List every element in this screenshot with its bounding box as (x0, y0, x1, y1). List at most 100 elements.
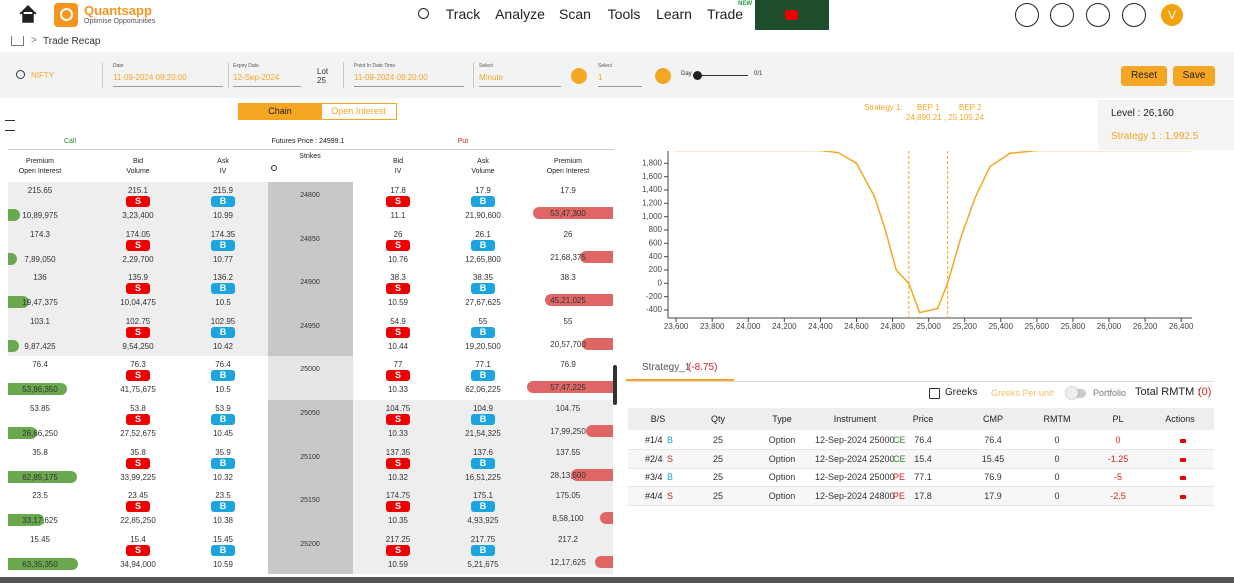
strike-search-icon (271, 165, 277, 171)
home-icon[interactable] (18, 4, 38, 24)
nav-item[interactable]: Analyze (495, 6, 545, 22)
back-icon (1204, 3, 1224, 23)
row-line (628, 504, 1214, 506)
table-header: Type (772, 414, 792, 424)
call-iv: 10.5 (215, 385, 231, 395)
trade-button-s[interactable]: S (126, 457, 150, 469)
y-tick-label: 200 (649, 265, 663, 274)
nav-item[interactable]: Track (445, 6, 481, 22)
promo-banner[interactable] (755, 0, 829, 30)
field-value[interactable]: 1 (598, 73, 603, 82)
trade-button-b[interactable]: B (471, 414, 495, 425)
trade-button-s[interactable]: S (386, 457, 410, 469)
trade-button-s[interactable]: S (126, 370, 150, 382)
trade-button-s[interactable]: S (126, 501, 150, 513)
field-value[interactable]: 11-09-2024 09:20:00 (354, 73, 428, 82)
option-type: CE (893, 435, 906, 445)
put-ask: 38.35 (472, 273, 494, 283)
nav-item[interactable]: Tools (607, 6, 641, 22)
put-bid: 77 (393, 360, 403, 370)
trade-button-b[interactable]: B (211, 457, 235, 469)
trade-button-s[interactable]: S (386, 370, 410, 382)
greeks-checkbox[interactable] (929, 388, 940, 399)
trade-button-s[interactable]: S (386, 326, 410, 338)
trade-button-s[interactable]: S (386, 414, 410, 425)
trade-button-b[interactable]: B (471, 326, 495, 338)
trade-button-b[interactable]: B (211, 283, 235, 295)
trade-button-s[interactable]: S (386, 239, 410, 251)
home-small-icon[interactable] (11, 36, 24, 46)
nav-icon-button[interactable] (1086, 3, 1110, 27)
trade-button-s[interactable]: S (126, 326, 150, 338)
rmtm: 0 (1054, 472, 1060, 483)
prev-button[interactable] (571, 68, 587, 84)
trade-button-b[interactable]: B (211, 501, 235, 513)
scrollbar[interactable] (613, 365, 617, 405)
trade-button-b[interactable]: B (211, 326, 235, 338)
trade-button-b[interactable]: B (211, 414, 235, 425)
strategy-tab-pnl[interactable]: (-8.75) (688, 362, 718, 373)
filter-icon[interactable] (5, 120, 15, 131)
field-value[interactable]: Minute (479, 73, 504, 82)
put-oi-bar (570, 468, 613, 481)
put-oi-bar (600, 512, 613, 525)
trade-button-s[interactable]: S (126, 544, 150, 556)
trade-button-s[interactable]: S (126, 239, 150, 251)
tab-chain[interactable]: Chain (238, 103, 322, 120)
trade-button-b[interactable]: B (471, 501, 495, 513)
tab-oi[interactable]: Open Interest (320, 103, 397, 120)
trade-button-b[interactable]: B (471, 283, 495, 295)
call-oi-bar (8, 557, 78, 570)
portfolio-label: Portfolio (1093, 388, 1127, 398)
trade-button-b[interactable]: B (211, 239, 235, 251)
trade-button-s[interactable]: S (386, 196, 410, 207)
delete-action[interactable] (1180, 439, 1186, 443)
call-oi-bar (8, 427, 38, 439)
save-button[interactable]: Save (1173, 66, 1215, 86)
call-volume: 41,75,675 (120, 385, 156, 395)
strategy-tab[interactable]: Strategy_1 (642, 362, 691, 373)
nav-item[interactable]: Trade (706, 6, 744, 22)
rmtm: 0 (1054, 453, 1060, 464)
strike: 25000 (300, 366, 320, 374)
delete-action[interactable] (1180, 457, 1186, 462)
field-value[interactable]: 12-Sep-2024 (233, 73, 280, 82)
trade-button-b[interactable]: B (471, 239, 495, 251)
nav-icon-button[interactable] (1122, 3, 1146, 27)
trade-button-b[interactable]: B (211, 196, 235, 207)
trade-button-s[interactable]: S (386, 544, 410, 556)
trade-button-b[interactable]: B (471, 196, 495, 207)
trade-button-s[interactable]: S (126, 414, 150, 425)
call-oi: 9,87,425 (24, 341, 56, 351)
logo (54, 3, 78, 27)
nav-item[interactable]: Learn (656, 6, 692, 22)
reset-button[interactable]: Reset (1121, 66, 1167, 86)
trade-button-b[interactable]: B (211, 370, 235, 382)
search-icon[interactable] (418, 8, 429, 19)
slider-thumb[interactable] (693, 71, 702, 80)
nav-item[interactable]: Scan (559, 6, 591, 22)
trade-button-s[interactable]: S (386, 283, 410, 295)
avatar[interactable]: V (1161, 4, 1183, 26)
trade-button-s[interactable]: S (386, 501, 410, 513)
call-ask: 53.9 (215, 404, 231, 413)
trade-button-b[interactable]: B (471, 544, 495, 556)
trade-button-b[interactable]: B (211, 544, 235, 556)
field-value[interactable]: 11-09-2024 09:20:00 (113, 73, 187, 82)
delete-action[interactable] (1180, 494, 1186, 499)
x-tick-label: 23,600 (664, 322, 689, 331)
next-button[interactable] (655, 68, 671, 84)
call-bid: 76.3 (130, 360, 146, 370)
table-header: RMTM (1043, 414, 1071, 424)
call-iv: 10.77 (212, 254, 234, 264)
trade-button-b[interactable]: B (471, 457, 495, 469)
field-label: Select (479, 63, 493, 69)
nav-icon-button[interactable] (1050, 3, 1074, 27)
price: 15.4 (914, 453, 932, 464)
nav-icon-button[interactable] (1015, 3, 1039, 27)
trade-button-b[interactable]: B (471, 370, 495, 382)
trade-button-s[interactable]: S (126, 196, 150, 207)
delete-action[interactable] (1180, 476, 1186, 481)
trade-button-s[interactable]: S (126, 283, 150, 295)
